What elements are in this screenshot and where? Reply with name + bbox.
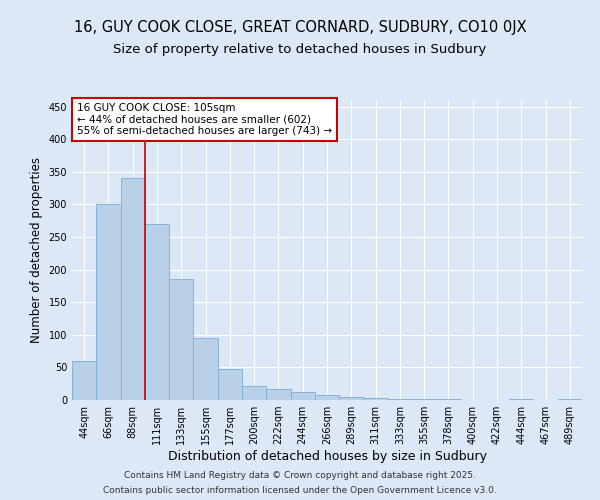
Bar — [388, 398, 412, 400]
Bar — [96, 204, 121, 400]
Bar — [364, 398, 388, 400]
X-axis label: Distribution of detached houses by size in Sudbury: Distribution of detached houses by size … — [167, 450, 487, 463]
Text: 16, GUY COOK CLOSE, GREAT CORNARD, SUDBURY, CO10 0JX: 16, GUY COOK CLOSE, GREAT CORNARD, SUDBU… — [74, 20, 526, 35]
Text: Size of property relative to detached houses in Sudbury: Size of property relative to detached ho… — [113, 42, 487, 56]
Bar — [121, 178, 145, 400]
Bar — [72, 361, 96, 400]
Bar — [169, 280, 193, 400]
Bar — [290, 392, 315, 400]
Bar — [266, 389, 290, 400]
Bar — [218, 370, 242, 400]
Text: 16 GUY COOK CLOSE: 105sqm
← 44% of detached houses are smaller (602)
55% of semi: 16 GUY COOK CLOSE: 105sqm ← 44% of detac… — [77, 103, 332, 136]
Bar — [242, 386, 266, 400]
Text: Contains HM Land Registry data © Crown copyright and database right 2025.: Contains HM Land Registry data © Crown c… — [124, 471, 476, 480]
Y-axis label: Number of detached properties: Number of detached properties — [30, 157, 43, 343]
Bar — [145, 224, 169, 400]
Text: Contains public sector information licensed under the Open Government Licence v3: Contains public sector information licen… — [103, 486, 497, 495]
Bar — [315, 395, 339, 400]
Bar — [339, 396, 364, 400]
Bar — [193, 338, 218, 400]
